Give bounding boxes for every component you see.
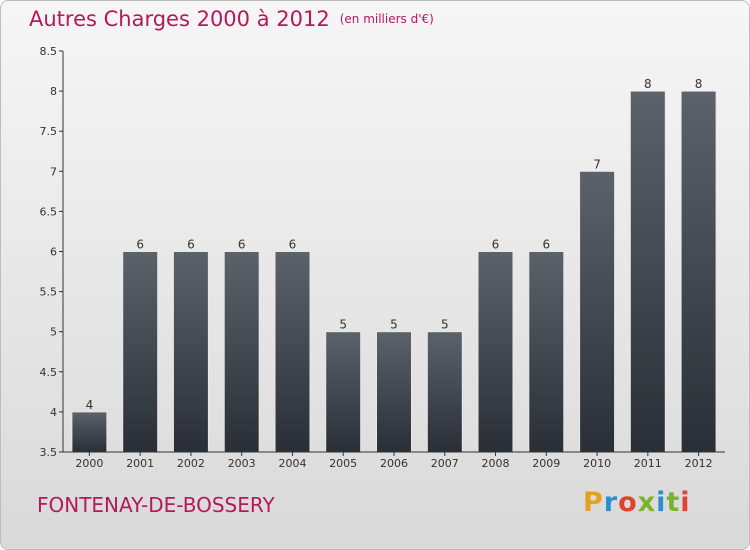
data-label-2001: 6 [136,238,144,252]
data-label-2002: 6 [187,238,195,252]
x-tick-2012: 2012 [685,457,713,470]
logo-letter: r [603,487,619,518]
data-label-2000: 4 [86,398,94,412]
x-tick-2005: 2005 [329,457,357,470]
x-tick-2008: 2008 [482,457,510,470]
y-tick-label: 5.5 [40,286,58,299]
bar-2000 [71,411,108,453]
logo-letter: i [656,487,667,518]
data-label-2005: 5 [339,318,347,332]
x-tick-2004: 2004 [279,457,307,470]
x-tick-2010: 2010 [583,457,611,470]
logo-letter: x [637,487,657,518]
bar-2011 [629,90,666,453]
bar-2002 [172,251,209,453]
place-name: FONTENAY-DE-BOSSERY [37,493,275,517]
data-label-2009: 6 [542,238,550,252]
data-label-2010: 7 [593,157,601,171]
bar-2007 [426,331,463,453]
y-tick-label: 5 [50,326,57,339]
chart-title: Autres Charges 2000 à 2012 [29,7,330,31]
bar-2008 [477,251,514,453]
x-tick-2007: 2007 [431,457,459,470]
y-tick-label: 7.5 [40,125,58,138]
bar-2010 [579,170,616,453]
y-tick-label: 8.5 [40,45,58,58]
data-label-2008: 6 [492,238,500,252]
proxiti-logo: Proxiti [583,487,691,518]
x-tick-2006: 2006 [380,457,408,470]
y-tick-label: 4.5 [40,366,58,379]
bar-2012 [680,90,717,453]
x-tick-2001: 2001 [126,457,154,470]
data-label-2003: 6 [238,238,246,252]
chart-subtitle: (en milliers d'€) [339,12,434,26]
x-tick-2000: 2000 [75,457,103,470]
logo-letter: i [680,487,691,518]
logo-letter: P [583,487,604,518]
y-tick-label: 4 [50,406,57,419]
y-tick-label: 6 [50,246,57,259]
x-tick-2003: 2003 [228,457,256,470]
y-tick-label: 3.5 [40,446,58,459]
bar-2001 [122,251,159,453]
bar-2003 [223,251,260,453]
y-tick-label: 7 [50,165,57,178]
logo-letter: t [666,487,681,518]
bar-2009 [528,251,565,453]
bar-2004 [274,251,311,453]
data-label-2006: 5 [390,318,398,332]
data-label-2012: 8 [695,77,703,91]
x-tick-2011: 2011 [634,457,662,470]
x-tick-2009: 2009 [532,457,560,470]
y-tick-label: 6.5 [40,205,58,218]
logo-letter: o [618,487,638,518]
data-label-2004: 6 [289,238,297,252]
bar-2006 [376,331,412,453]
x-tick-2002: 2002 [177,457,205,470]
y-tick-label: 8 [50,85,57,98]
title-row: Autres Charges 2000 à 2012 (en milliers d… [29,7,434,31]
data-label-2007: 5 [441,318,449,332]
data-label-2011: 8 [644,77,652,91]
bar-2005 [325,331,362,453]
